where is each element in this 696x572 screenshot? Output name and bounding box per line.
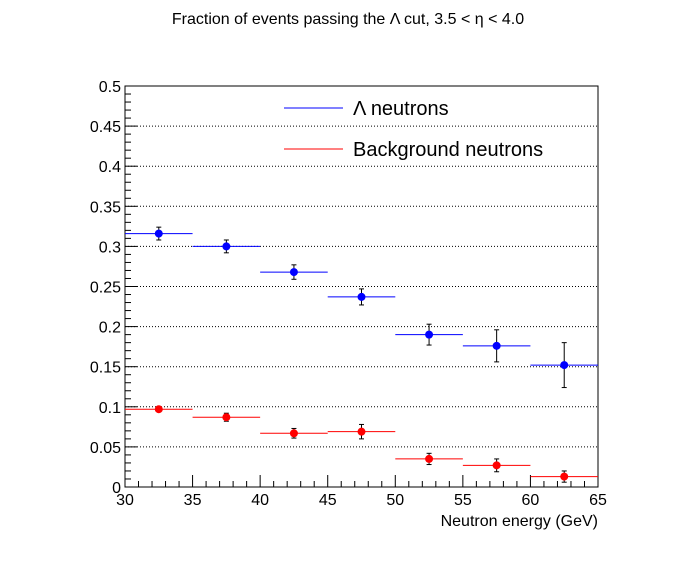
x-tick-label: 60: [522, 492, 540, 509]
y-tick-label: 0.05: [90, 440, 121, 457]
legend-label-lambda: Λ neutrons: [353, 98, 449, 120]
y-tick-label: 0: [112, 480, 121, 497]
x-axis-label: Neutron energy (GeV): [441, 513, 598, 530]
data-point: [425, 454, 434, 463]
x-tick-label: 65: [589, 492, 607, 509]
x-tick-label: 40: [251, 492, 269, 509]
y-tick-label: 0.3: [99, 239, 121, 256]
data-point: [289, 429, 298, 438]
data-point: [560, 472, 569, 481]
data-point: [492, 341, 501, 350]
data-point: [289, 268, 298, 277]
x-tick-label: 50: [386, 492, 404, 509]
data-point: [425, 330, 434, 339]
y-tick-label: 0.2: [99, 320, 121, 337]
data-point: [222, 413, 231, 422]
data-point: [154, 229, 163, 238]
legend-label-background: Background neutrons: [353, 139, 543, 161]
x-tick-label: 30: [116, 492, 134, 509]
chart-title: Fraction of events passing the Λ cut, 3.…: [172, 11, 524, 28]
data-point: [222, 242, 231, 251]
y-tick-label: 0.4: [99, 159, 121, 176]
axes: 0 0.05 0.1 0.15 0.2 0.25 0.3 0.35 0.4 0.45 0.5 30 35…: [90, 79, 607, 509]
data-point: [357, 292, 366, 301]
x-tick-label: 55: [454, 492, 472, 509]
y-tick-label: 0.25: [90, 280, 121, 297]
grid: [125, 125, 598, 448]
x-tick-label: 35: [184, 492, 202, 509]
y-tick-label: 0.45: [90, 119, 121, 136]
data-point: [357, 427, 366, 436]
series-lambda: [125, 226, 598, 389]
y-tick-label: 0.1: [99, 400, 121, 417]
legend: Λ neutrons Background neutrons: [284, 98, 543, 161]
series-background: [125, 405, 598, 483]
y-tick-label: 0.35: [90, 199, 121, 216]
data-point: [560, 361, 569, 370]
data-point: [154, 405, 163, 414]
y-tick-label: 0.15: [90, 360, 121, 377]
data-series: [125, 226, 598, 483]
y-tick-label: 0.5: [99, 79, 121, 96]
data-point: [492, 461, 501, 470]
x-tick-label: 45: [319, 492, 337, 509]
